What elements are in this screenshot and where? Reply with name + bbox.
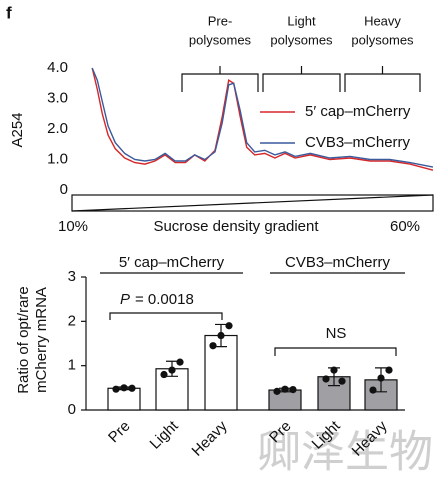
y-tick-label: 3 xyxy=(68,268,76,285)
x-tick-label: Pre xyxy=(105,418,134,447)
data-point xyxy=(209,342,217,350)
data-point xyxy=(112,385,120,393)
data-point xyxy=(281,385,289,393)
comparison-label: = 0.0018 xyxy=(135,291,194,308)
bracket xyxy=(344,66,421,92)
x-tick-label: Heavy xyxy=(189,417,231,459)
bracket-label: polysomes xyxy=(189,32,252,47)
y-axis-label: mCherry mRNA xyxy=(33,287,50,393)
gradient-box xyxy=(71,194,434,212)
data-point xyxy=(217,331,225,340)
panel-label: f xyxy=(6,3,12,22)
data-point xyxy=(338,377,346,385)
bracket-label: Heavy xyxy=(364,13,401,28)
bracket xyxy=(262,66,341,92)
x-start-label: 10% xyxy=(58,218,88,235)
data-point xyxy=(377,374,385,382)
bar xyxy=(107,387,141,411)
y-tick-label: 2 xyxy=(68,312,76,329)
data-point xyxy=(330,366,338,374)
legend-label: 5′ cap–mCherry xyxy=(305,103,411,120)
watermark: 卿泽生物 xyxy=(257,428,433,477)
y-tick-label: 1 xyxy=(68,357,76,374)
bracket-label: Light xyxy=(287,13,316,28)
bracket-label: polysomes xyxy=(270,32,333,47)
data-point xyxy=(225,322,233,330)
data-point xyxy=(160,370,168,379)
comparison-bracket xyxy=(109,312,223,320)
data-point xyxy=(322,375,330,383)
y-axis-label: Ratio of opt/rare xyxy=(15,286,32,394)
group-label: CVB3–mCherry xyxy=(285,254,391,271)
y-tick-label: 4.0 xyxy=(47,59,68,76)
gradient-diagonal xyxy=(71,194,434,212)
profile-line xyxy=(91,67,434,168)
bracket-label: polysomes xyxy=(351,32,414,47)
y-tick-label: 0 xyxy=(68,401,76,418)
data-point xyxy=(273,387,281,395)
x-end-label: 60% xyxy=(390,218,420,235)
data-point xyxy=(128,384,136,392)
comparison-bracket xyxy=(274,347,397,356)
bracket xyxy=(181,66,259,92)
data-point xyxy=(289,386,297,394)
bracket-label: Pre- xyxy=(208,13,233,28)
data-point xyxy=(369,386,377,394)
legend-label: CVB3–mCherry xyxy=(305,134,411,151)
y-tick-label: 3.0 xyxy=(47,89,68,106)
x-tick-label: Light xyxy=(147,417,183,453)
y-tick-label: 1.0 xyxy=(47,150,68,167)
comparison-label: NS xyxy=(326,325,347,342)
group-label: 5′ cap–mCherry xyxy=(119,254,225,271)
profile-line xyxy=(91,67,434,171)
y-tick-label: 2.0 xyxy=(47,120,68,137)
data-point xyxy=(168,366,176,374)
y-axis-label: A254 xyxy=(9,112,26,147)
data-point xyxy=(120,384,128,392)
y-tick-label: 0 xyxy=(60,181,68,198)
x-axis-label: Sucrose density gradient xyxy=(153,218,319,235)
data-point xyxy=(385,366,393,374)
comparison-label: P xyxy=(120,291,130,308)
data-point xyxy=(176,358,184,366)
bar xyxy=(268,389,302,411)
